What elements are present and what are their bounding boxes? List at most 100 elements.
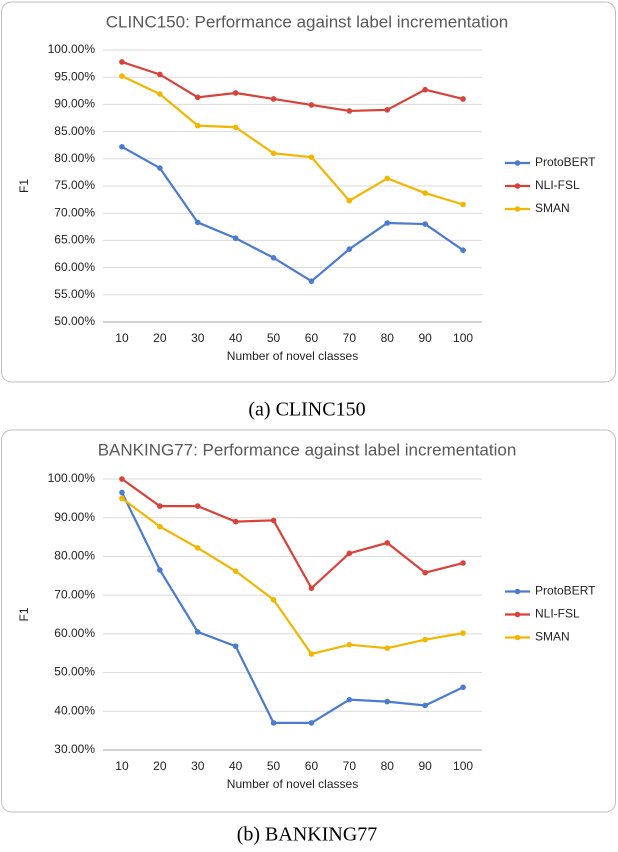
y-tick-label: 90.00% <box>54 97 95 111</box>
point <box>194 545 201 551</box>
point <box>384 645 391 651</box>
legend-label: ProtoBERT <box>535 155 596 169</box>
x-axis-label: Number of novel classes <box>227 349 358 363</box>
point <box>384 175 391 182</box>
point <box>157 567 163 573</box>
point <box>384 540 391 546</box>
point <box>346 246 353 252</box>
x-tick-label: 40 <box>229 759 243 773</box>
chart-title: BANKING77: Performance against label inc… <box>98 440 517 459</box>
point <box>119 144 125 150</box>
y-tick-label: 50.00% <box>54 314 95 328</box>
y-tick-label: 55.00% <box>54 287 95 301</box>
x-tick-label: 30 <box>191 331 205 345</box>
point <box>270 517 277 524</box>
x-tick-label: 70 <box>343 331 357 345</box>
y-tick-label: 90.00% <box>54 510 95 524</box>
point <box>232 235 239 242</box>
legend-label: ProtoBERT <box>535 584 596 598</box>
point <box>119 476 125 482</box>
y-tick-label: 80.00% <box>54 151 95 165</box>
point <box>384 220 391 226</box>
point <box>232 90 239 96</box>
x-tick-label: 40 <box>229 331 243 345</box>
point <box>308 720 315 726</box>
point <box>270 720 277 726</box>
point <box>270 150 277 157</box>
point <box>308 651 315 657</box>
legend-marker <box>514 588 521 595</box>
y-tick-label: 40.00% <box>54 703 95 717</box>
point <box>346 550 353 557</box>
point <box>346 696 353 703</box>
legend-label: SMAN <box>535 630 570 644</box>
legend-marker <box>514 160 521 166</box>
y-tick-label: 50.00% <box>54 665 95 679</box>
y-tick-label: 30.00% <box>54 742 95 756</box>
x-tick-label: 20 <box>153 759 167 773</box>
x-tick-label: 20 <box>153 331 167 345</box>
series-line <box>121 145 464 283</box>
point <box>232 568 239 574</box>
y-tick-label: 80.00% <box>54 549 95 563</box>
caption: (b) BANKING77 <box>237 824 378 846</box>
point <box>460 684 466 691</box>
point <box>460 96 466 102</box>
point <box>460 201 466 208</box>
x-tick-label: 100 <box>453 331 473 345</box>
x-axis-label: Number of novel classes <box>227 777 358 791</box>
x-tick-label: 60 <box>305 331 319 345</box>
point <box>308 585 315 591</box>
point <box>308 154 315 160</box>
y-tick-label: 60.00% <box>54 626 95 640</box>
point <box>119 73 125 79</box>
point <box>157 523 163 530</box>
legend-marker <box>514 183 521 189</box>
y-tick-label: 70.00% <box>54 205 95 219</box>
point <box>270 596 277 603</box>
point <box>308 278 315 285</box>
y-tick-label: 65.00% <box>54 233 95 247</box>
x-tick-label: 50 <box>267 759 281 773</box>
series-line <box>120 492 464 724</box>
x-tick-label: 80 <box>381 331 395 345</box>
point <box>194 122 201 129</box>
point <box>460 630 466 636</box>
x-tick-label: 80 <box>381 759 395 773</box>
x-tick-label: 90 <box>418 331 432 345</box>
series-line <box>121 60 464 113</box>
chart-title: CLINC150: Performance against label incr… <box>106 12 509 31</box>
x-tick-label: 100 <box>453 759 473 773</box>
point <box>194 629 201 635</box>
legend-marker <box>514 206 521 212</box>
legend-label: NLI-FSL <box>535 607 580 621</box>
point <box>422 636 428 643</box>
point <box>422 569 428 576</box>
point <box>422 221 428 227</box>
y-tick-label: 95.00% <box>54 69 95 83</box>
x-tick-label: 90 <box>418 759 432 773</box>
legend-label: NLI-FSL <box>535 178 580 192</box>
point <box>346 197 353 204</box>
legend-label: SMAN <box>535 201 570 215</box>
point <box>194 94 201 101</box>
y-axis-label: F1 <box>17 607 31 621</box>
x-tick-label: 50 <box>267 331 281 345</box>
y-tick-label: 75.00% <box>54 178 95 192</box>
point <box>270 255 277 261</box>
point <box>460 560 466 566</box>
x-tick-label: 70 <box>343 759 357 773</box>
point <box>157 165 163 171</box>
series-line <box>121 75 464 206</box>
point <box>384 107 391 113</box>
point <box>308 102 315 108</box>
point <box>119 59 125 65</box>
y-tick-label: 85.00% <box>54 124 95 138</box>
point <box>460 247 466 253</box>
point <box>346 641 353 648</box>
point <box>232 643 239 650</box>
y-tick-label: 60.00% <box>54 260 95 274</box>
y-tick-label: 100.00% <box>48 471 96 485</box>
point <box>232 518 239 525</box>
point <box>422 702 428 709</box>
